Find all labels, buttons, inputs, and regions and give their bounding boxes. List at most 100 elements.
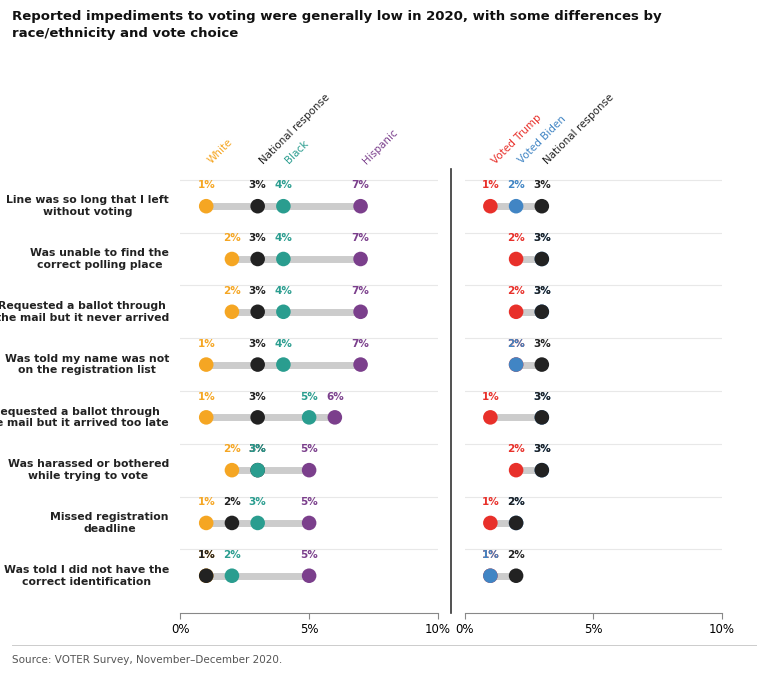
Text: Was harassed or bothered
while trying to vote: Was harassed or bothered while trying to…: [8, 460, 169, 481]
Text: 2%: 2%: [223, 444, 241, 454]
Text: 5%: 5%: [300, 391, 318, 401]
Point: [355, 359, 367, 370]
Text: 1%: 1%: [482, 391, 499, 401]
Point: [251, 517, 264, 528]
Text: 1%: 1%: [197, 550, 215, 560]
Point: [277, 201, 290, 212]
Text: 3%: 3%: [249, 497, 266, 507]
Point: [510, 570, 522, 581]
Point: [510, 254, 522, 265]
Point: [510, 307, 522, 318]
Point: [510, 464, 522, 475]
Point: [200, 570, 212, 581]
Point: [535, 254, 548, 265]
Text: 4%: 4%: [274, 286, 293, 296]
Text: 5%: 5%: [300, 550, 318, 560]
Text: Voted Trump: Voted Trump: [490, 112, 544, 166]
Text: 2%: 2%: [507, 233, 525, 243]
Text: 2%: 2%: [507, 444, 525, 454]
Text: 5%: 5%: [300, 444, 318, 454]
Text: 7%: 7%: [352, 233, 369, 243]
Text: 4%: 4%: [274, 233, 293, 243]
Text: Line was so long that I left
without voting: Line was so long that I left without vot…: [6, 196, 169, 217]
Text: Requested a ballot through
the mail but it arrived too late: Requested a ballot through the mail but …: [0, 407, 169, 428]
Text: 2%: 2%: [507, 180, 525, 190]
Point: [484, 517, 496, 528]
Point: [200, 359, 212, 370]
Text: 3%: 3%: [533, 391, 551, 401]
Point: [200, 517, 212, 528]
Text: Hispanic: Hispanic: [361, 127, 399, 166]
Point: [355, 307, 367, 318]
Text: 3%: 3%: [533, 286, 551, 296]
Text: 2%: 2%: [507, 550, 525, 560]
Point: [251, 201, 264, 212]
Text: 3%: 3%: [533, 444, 551, 454]
Point: [510, 201, 522, 212]
Text: 1%: 1%: [197, 497, 215, 507]
Point: [251, 464, 264, 475]
Text: 2%: 2%: [223, 286, 241, 296]
Point: [251, 464, 264, 475]
Text: 1%: 1%: [482, 550, 499, 560]
Text: White: White: [206, 137, 235, 166]
Text: 4%: 4%: [274, 180, 293, 190]
Text: 2%: 2%: [507, 286, 525, 296]
Text: Requested a ballot through
the mail but it never arrived: Requested a ballot through the mail but …: [0, 301, 169, 322]
Text: 2%: 2%: [223, 550, 241, 560]
Text: 3%: 3%: [533, 338, 551, 349]
Text: 3%: 3%: [249, 286, 266, 296]
Point: [251, 359, 264, 370]
Text: 1%: 1%: [197, 338, 215, 349]
Point: [510, 359, 522, 370]
Text: Black: Black: [283, 139, 310, 166]
Text: 7%: 7%: [352, 286, 369, 296]
Point: [277, 254, 290, 265]
Text: 3%: 3%: [533, 391, 551, 401]
Point: [226, 517, 238, 528]
Text: 1%: 1%: [197, 391, 215, 401]
Point: [226, 464, 238, 475]
Text: 3%: 3%: [533, 444, 551, 454]
Point: [355, 254, 367, 265]
Point: [226, 307, 238, 318]
Text: 3%: 3%: [249, 233, 266, 243]
Text: 1%: 1%: [197, 180, 215, 190]
Text: 7%: 7%: [352, 338, 369, 349]
Point: [484, 412, 496, 422]
Point: [535, 307, 548, 318]
Point: [484, 570, 496, 581]
Text: 3%: 3%: [249, 444, 266, 454]
Text: Was told my name was not
on the registration list: Was told my name was not on the registra…: [5, 354, 169, 375]
Text: 3%: 3%: [249, 391, 266, 401]
Text: 4%: 4%: [274, 338, 293, 349]
Text: 1%: 1%: [482, 550, 499, 560]
Text: 3%: 3%: [249, 338, 266, 349]
Text: 1%: 1%: [482, 497, 499, 507]
Point: [535, 201, 548, 212]
Point: [535, 464, 548, 475]
Point: [303, 570, 315, 581]
Point: [535, 254, 548, 265]
Point: [303, 412, 315, 422]
Point: [200, 412, 212, 422]
Point: [329, 412, 341, 422]
Point: [484, 570, 496, 581]
Text: 3%: 3%: [249, 444, 266, 454]
Text: 3%: 3%: [533, 233, 551, 243]
Text: 1%: 1%: [482, 180, 499, 190]
Point: [251, 412, 264, 422]
Text: 2%: 2%: [507, 338, 525, 349]
Text: 2%: 2%: [223, 497, 241, 507]
Point: [535, 412, 548, 422]
Point: [303, 517, 315, 528]
Point: [251, 254, 264, 265]
Point: [535, 359, 548, 370]
Point: [200, 570, 212, 581]
Text: 2%: 2%: [507, 497, 525, 507]
Text: Voted Biden: Voted Biden: [516, 114, 568, 166]
Text: 2%: 2%: [223, 233, 241, 243]
Point: [200, 201, 212, 212]
Text: 1%: 1%: [197, 550, 215, 560]
Point: [277, 359, 290, 370]
